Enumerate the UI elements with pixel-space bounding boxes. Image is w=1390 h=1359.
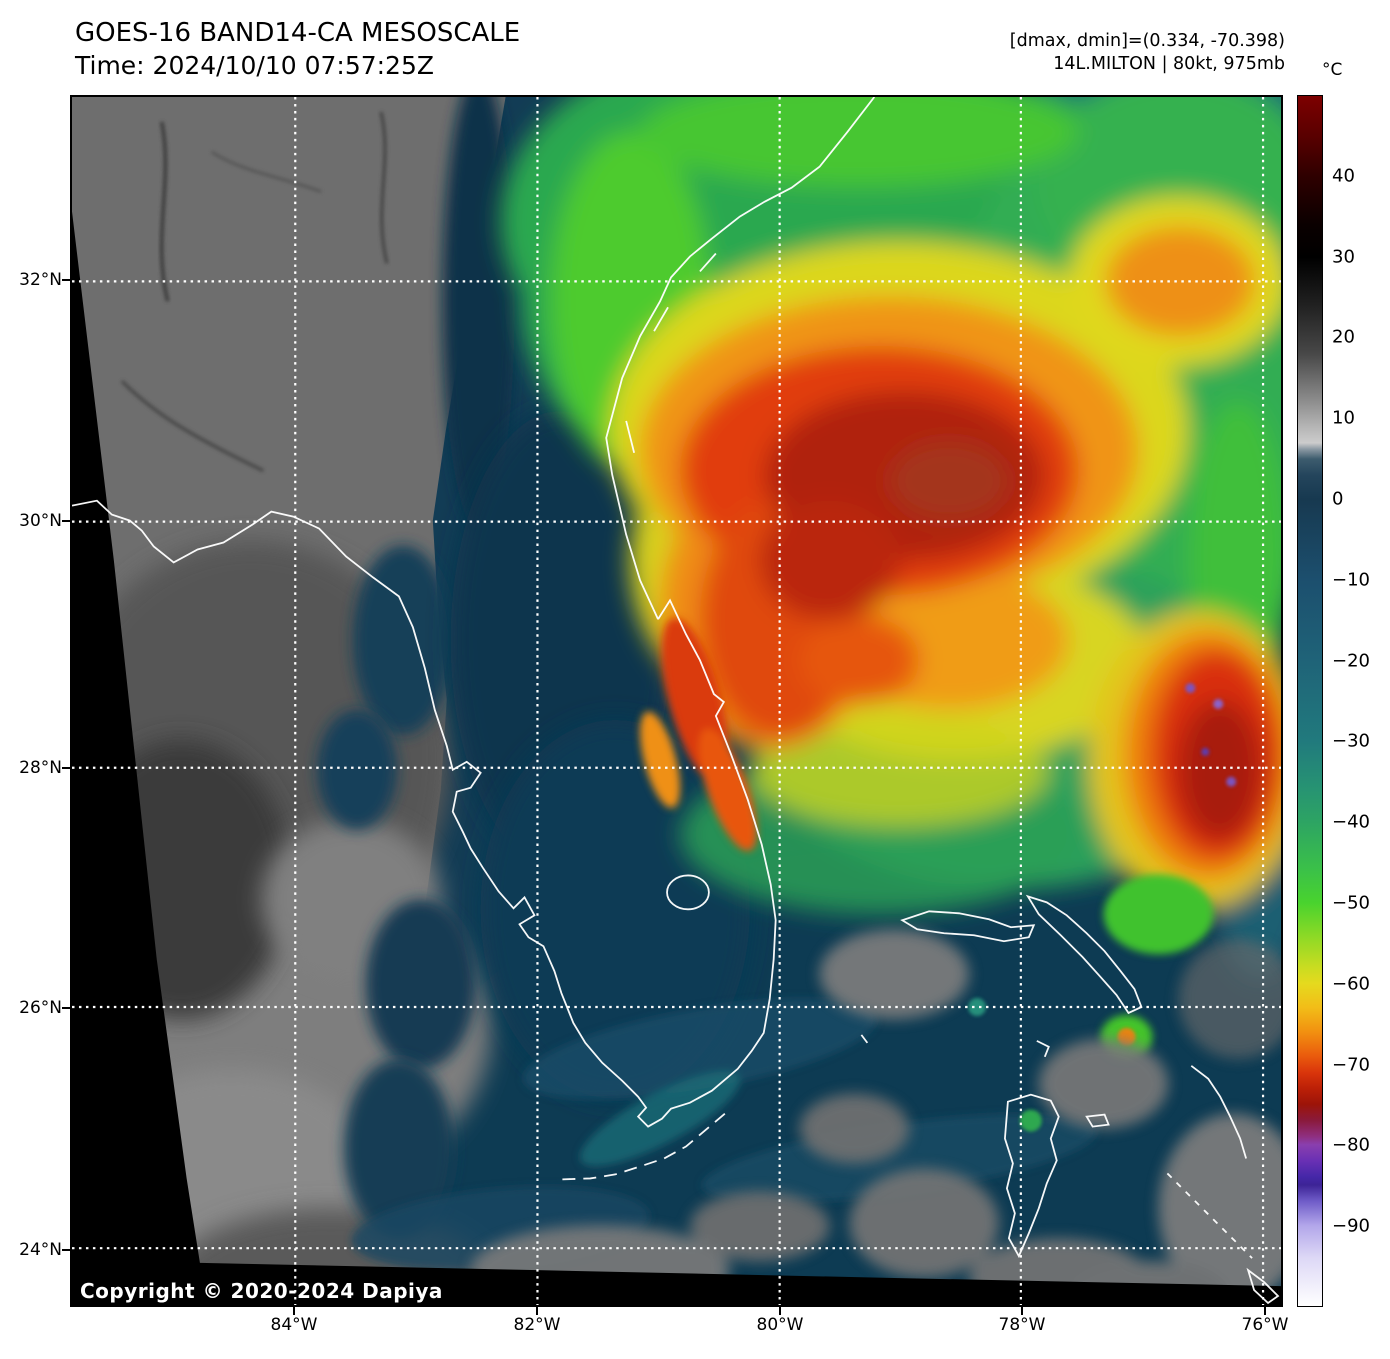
satellite-imagery xyxy=(72,97,1281,1305)
grand-bahama xyxy=(900,910,1036,943)
cbar-tick--20: −20 xyxy=(1332,650,1370,672)
cbar-tick--40: −40 xyxy=(1332,811,1370,833)
cbar-tick--10: −10 xyxy=(1332,569,1370,591)
lat-tick-30°N xyxy=(62,520,70,523)
copyright-label: Copyright © 2020-2024 Dapiya xyxy=(80,1279,443,1303)
storm-status-readout: 14L.MILTON | 80kt, 975mb xyxy=(1053,54,1285,74)
lon-tick-82°W xyxy=(536,1307,539,1315)
cbar-tick-40: 40 xyxy=(1332,165,1355,187)
cbar-tick-10: 10 xyxy=(1332,407,1355,429)
colorbar-unit-label: °C xyxy=(1322,60,1343,80)
lon-label-82°W: 82°W xyxy=(513,1315,561,1335)
cbar-tick-30: 30 xyxy=(1332,246,1355,268)
lat-tick-24°N xyxy=(62,1249,70,1252)
lon-tick-76°W xyxy=(1264,1307,1267,1315)
colorbar xyxy=(1297,95,1323,1307)
cbar-tick-20: 20 xyxy=(1332,326,1355,348)
lon-label-80°W: 80°W xyxy=(756,1315,804,1335)
bimini xyxy=(860,1034,869,1044)
eleuthera xyxy=(1190,1065,1247,1159)
coastline-georgia-islands xyxy=(625,252,717,454)
lon-label-76°W: 76°W xyxy=(1241,1315,1289,1335)
cbar-tick--90: −90 xyxy=(1332,1215,1370,1237)
storm-clouds xyxy=(351,97,1281,1271)
convective-spots xyxy=(968,683,1237,1132)
berry-islands xyxy=(1036,1040,1050,1058)
scan-edge-bottom xyxy=(72,1260,1281,1305)
long-island-bahamas xyxy=(1246,1267,1280,1305)
annotations: [dmax, dmin]=(0.334, -70.398) 14L.MILTON… xyxy=(1010,30,1285,76)
timestamp: Time: 2024/10/10 07:57:25Z xyxy=(75,51,434,80)
coastline-florida xyxy=(72,97,876,1128)
cbar-tick--60: −60 xyxy=(1332,973,1370,995)
florida-keys xyxy=(561,1112,726,1181)
lat-label-26°N: 26°N xyxy=(19,998,62,1018)
header: GOES-16 BAND14-CA MESOSCALE Time: 2024/1… xyxy=(75,16,520,82)
lon-label-84°W: 84°W xyxy=(270,1315,318,1335)
lat-tick-26°N xyxy=(62,1007,70,1010)
lon-tick-80°W xyxy=(779,1307,782,1315)
satellite-map-panel: Copyright © 2020-2024 Dapiya xyxy=(70,95,1283,1307)
lat-label-30°N: 30°N xyxy=(19,511,62,531)
new-providence xyxy=(1085,1113,1110,1128)
gridlines xyxy=(72,97,1281,1305)
cbar-tick--50: −50 xyxy=(1332,892,1370,914)
scan-edge-left xyxy=(72,211,207,1305)
dmax-dmin-readout: [dmax, dmin]=(0.334, -70.398) xyxy=(1009,31,1285,51)
cbar-tick-0: 0 xyxy=(1332,488,1344,510)
page-title: GOES-16 BAND14-CA MESOSCALE xyxy=(75,18,521,48)
coastlines xyxy=(72,97,1280,1305)
lon-label-78°W: 78°W xyxy=(998,1315,1046,1335)
lat-tick-28°N xyxy=(62,767,70,770)
lat-label-28°N: 28°N xyxy=(19,758,62,778)
lat-label-32°N: 32°N xyxy=(19,270,62,290)
cbar-tick--80: −80 xyxy=(1332,1134,1370,1156)
lat-label-24°N: 24°N xyxy=(19,1240,62,1260)
cbar-tick--30: −30 xyxy=(1332,730,1370,752)
cbar-tick--70: −70 xyxy=(1332,1054,1370,1076)
lon-tick-78°W xyxy=(1021,1307,1024,1315)
lon-tick-84°W xyxy=(293,1307,296,1315)
lat-tick-32°N xyxy=(62,279,70,282)
lake-okeechobee xyxy=(666,874,710,911)
andros-island xyxy=(1004,1093,1060,1259)
